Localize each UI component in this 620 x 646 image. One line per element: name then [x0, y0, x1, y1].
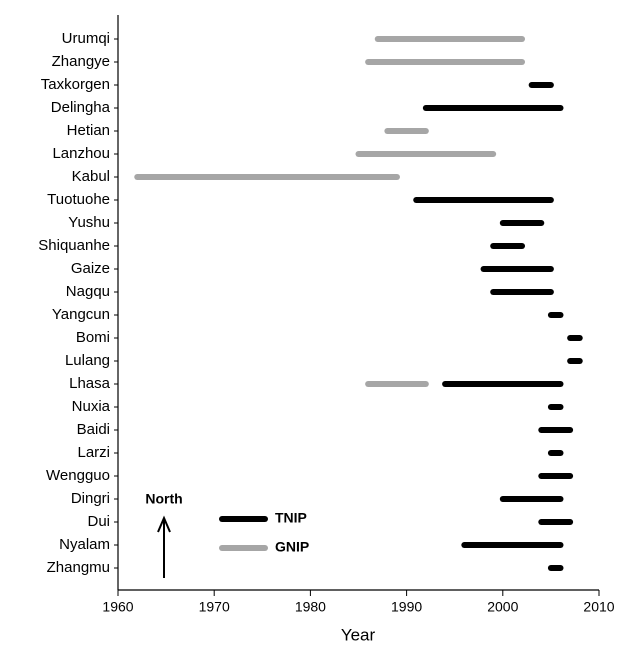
y-tick-label: Wengguo — [46, 467, 110, 484]
legend-label: GNIP — [275, 539, 309, 555]
x-axis-label: Year — [341, 625, 376, 644]
y-tick-label: Dingri — [71, 490, 110, 507]
x-tick-label: 1990 — [391, 599, 422, 615]
y-tick-label: Urumqi — [62, 30, 110, 47]
y-tick-label: Tuotuohe — [47, 191, 110, 208]
y-tick-label: Baidi — [77, 421, 110, 438]
legend-label: TNIP — [275, 510, 307, 526]
x-tick-label: 1960 — [102, 599, 133, 615]
north-arrowhead — [157, 515, 171, 533]
y-tick-label: Hetian — [67, 122, 110, 139]
x-tick-label: 2000 — [487, 599, 518, 615]
x-tick-label: 1980 — [295, 599, 326, 615]
y-tick-label: Yushu — [68, 214, 110, 231]
y-tick-label: Bomi — [76, 329, 110, 346]
y-tick-label: Larzi — [77, 444, 110, 461]
annotation: North — [145, 491, 182, 507]
y-tick-label: Yangcun — [52, 306, 110, 323]
y-tick-label: Nagqu — [66, 283, 110, 300]
y-tick-label: Nyalam — [59, 536, 110, 553]
y-tick-label: Delingha — [51, 99, 111, 116]
y-tick-label: Zhangye — [52, 53, 110, 70]
y-tick-label: Lanzhou — [52, 145, 110, 162]
y-tick-label: Taxkorgen — [41, 76, 110, 93]
y-tick-label: Gaize — [71, 260, 110, 277]
y-tick-label: Kabul — [72, 168, 110, 185]
y-tick-label: Lulang — [65, 352, 110, 369]
y-tick-label: Lhasa — [69, 375, 111, 392]
y-tick-label: Dui — [87, 513, 110, 530]
x-tick-label: 2010 — [583, 599, 614, 615]
y-tick-label: Zhangmu — [47, 559, 110, 576]
y-tick-label: Nuxia — [72, 398, 111, 415]
y-tick-label: Shiquanhe — [38, 237, 110, 254]
x-tick-label: 1970 — [199, 599, 230, 615]
